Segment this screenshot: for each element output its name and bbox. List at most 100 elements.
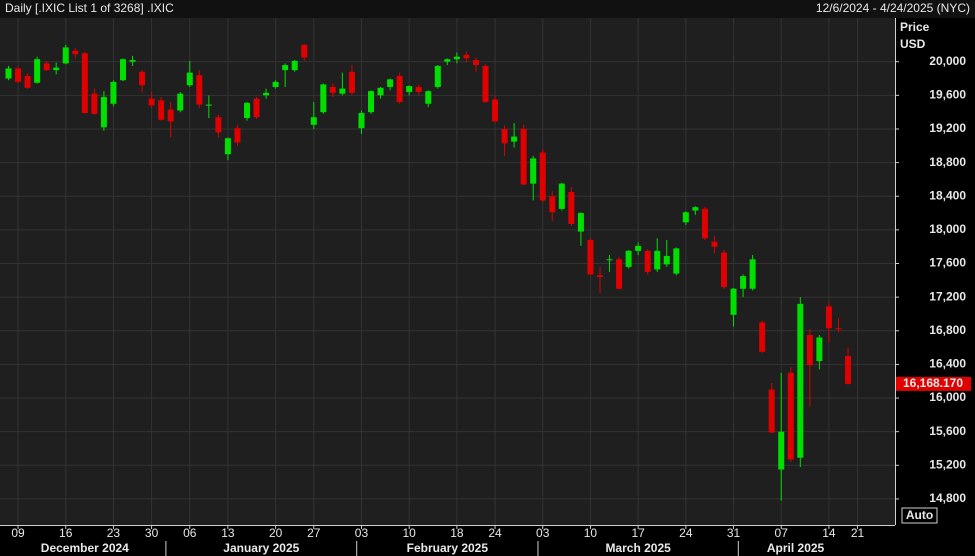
candle-body	[215, 117, 222, 133]
candle-body	[558, 183, 565, 209]
candle-body	[234, 128, 241, 143]
header-bar	[0, 0, 975, 18]
candle-body	[654, 250, 661, 270]
x-tick-label: 30	[145, 526, 159, 540]
candle-body	[472, 60, 479, 66]
candle-body	[129, 60, 136, 62]
candle-body	[759, 322, 766, 352]
candle-body	[15, 68, 22, 82]
candle-body	[186, 72, 193, 86]
candle-body	[5, 68, 12, 79]
candle-body	[501, 128, 508, 144]
month-label: February 2025	[407, 541, 489, 555]
date-range: 12/6/2024 - 4/24/2025 (NYC)	[816, 1, 970, 15]
x-tick-label: 03	[536, 526, 550, 540]
plot-area	[0, 18, 895, 525]
candle-body	[577, 213, 584, 232]
candle-body	[749, 259, 756, 289]
candle-body	[348, 71, 355, 93]
y-tick-label: 16,000	[929, 390, 966, 404]
candle-body	[425, 91, 432, 104]
x-tick-label: 13	[221, 526, 235, 540]
x-tick-label: 23	[107, 526, 121, 540]
month-label: January 2025	[223, 541, 299, 555]
y-tick-label: 19,600	[929, 88, 966, 102]
y-tick-label: 19,200	[929, 121, 966, 135]
candle-body	[224, 138, 231, 155]
x-tick-label: 16	[59, 526, 73, 540]
chart-title: Daily [.IXIC List 1 of 3268] .IXIC	[5, 1, 174, 15]
candle-body	[282, 65, 289, 71]
y-tick-label: 18,400	[929, 188, 966, 202]
candle-body	[263, 92, 270, 96]
candle-body	[635, 245, 642, 251]
candle-body	[310, 117, 317, 125]
candle-body	[34, 59, 41, 83]
candle-body	[406, 86, 413, 92]
candle-body	[845, 356, 852, 384]
candle-body	[673, 248, 680, 274]
y-axis-unit: USD	[900, 37, 926, 51]
candle-body	[339, 88, 346, 94]
x-tick-label: 24	[679, 526, 693, 540]
candle-body	[158, 100, 165, 120]
candle-body	[530, 158, 537, 184]
scale-button-label[interactable]: Auto	[906, 508, 933, 522]
y-tick-label: 15,600	[929, 424, 966, 438]
x-tick-label: 20	[269, 526, 283, 540]
x-tick-label: 10	[403, 526, 417, 540]
candle-body	[396, 76, 403, 103]
candle-body	[740, 276, 747, 289]
candle-body	[53, 67, 60, 71]
candle-body	[148, 98, 155, 106]
x-tick-label: 17	[631, 526, 645, 540]
candle-body	[91, 93, 98, 114]
candle-body	[596, 275, 603, 277]
candle-body	[616, 259, 623, 289]
candle-body	[387, 79, 394, 87]
candle-body	[825, 306, 832, 329]
candle-body	[721, 252, 727, 288]
candle-body	[377, 87, 384, 96]
candle-body	[43, 63, 50, 71]
candle-body	[549, 196, 556, 213]
candle-body	[272, 81, 279, 87]
candle-body	[244, 102, 250, 119]
candle-body	[329, 86, 336, 93]
candle-body	[778, 431, 785, 470]
candle-body	[682, 212, 689, 223]
candle-body	[24, 76, 31, 88]
candle-body	[453, 56, 460, 60]
candle-body	[730, 288, 737, 315]
x-tick-label: 18	[450, 526, 464, 540]
x-tick-label: 31	[727, 526, 741, 540]
candle-body	[291, 60, 298, 71]
y-tick-label: 18,800	[929, 155, 966, 169]
x-tick-label: 07	[775, 526, 789, 540]
x-tick-label: 27	[307, 526, 321, 540]
candle-body	[568, 192, 575, 224]
candle-body	[368, 91, 375, 113]
y-tick-label: 20,000	[929, 54, 966, 68]
candle-body	[768, 389, 775, 433]
candle-body	[606, 259, 613, 261]
candle-body	[797, 303, 804, 458]
month-label: March 2025	[605, 541, 671, 555]
candle-body	[167, 109, 174, 122]
candle-body	[177, 93, 184, 111]
candle-body	[816, 337, 823, 362]
candle-body	[482, 65, 489, 103]
candle-body	[587, 239, 594, 275]
candle-body	[625, 250, 632, 267]
x-tick-label: 24	[488, 526, 502, 540]
candle-body	[196, 75, 203, 105]
scale-button[interactable]	[901, 507, 938, 524]
y-tick-label: 17,600	[929, 256, 966, 270]
candle-body	[72, 50, 79, 55]
candle-body	[520, 128, 527, 185]
candle-body	[463, 54, 470, 59]
candle-body	[644, 250, 651, 272]
y-axis-label: Price	[900, 20, 930, 34]
candle-body	[692, 207, 699, 211]
